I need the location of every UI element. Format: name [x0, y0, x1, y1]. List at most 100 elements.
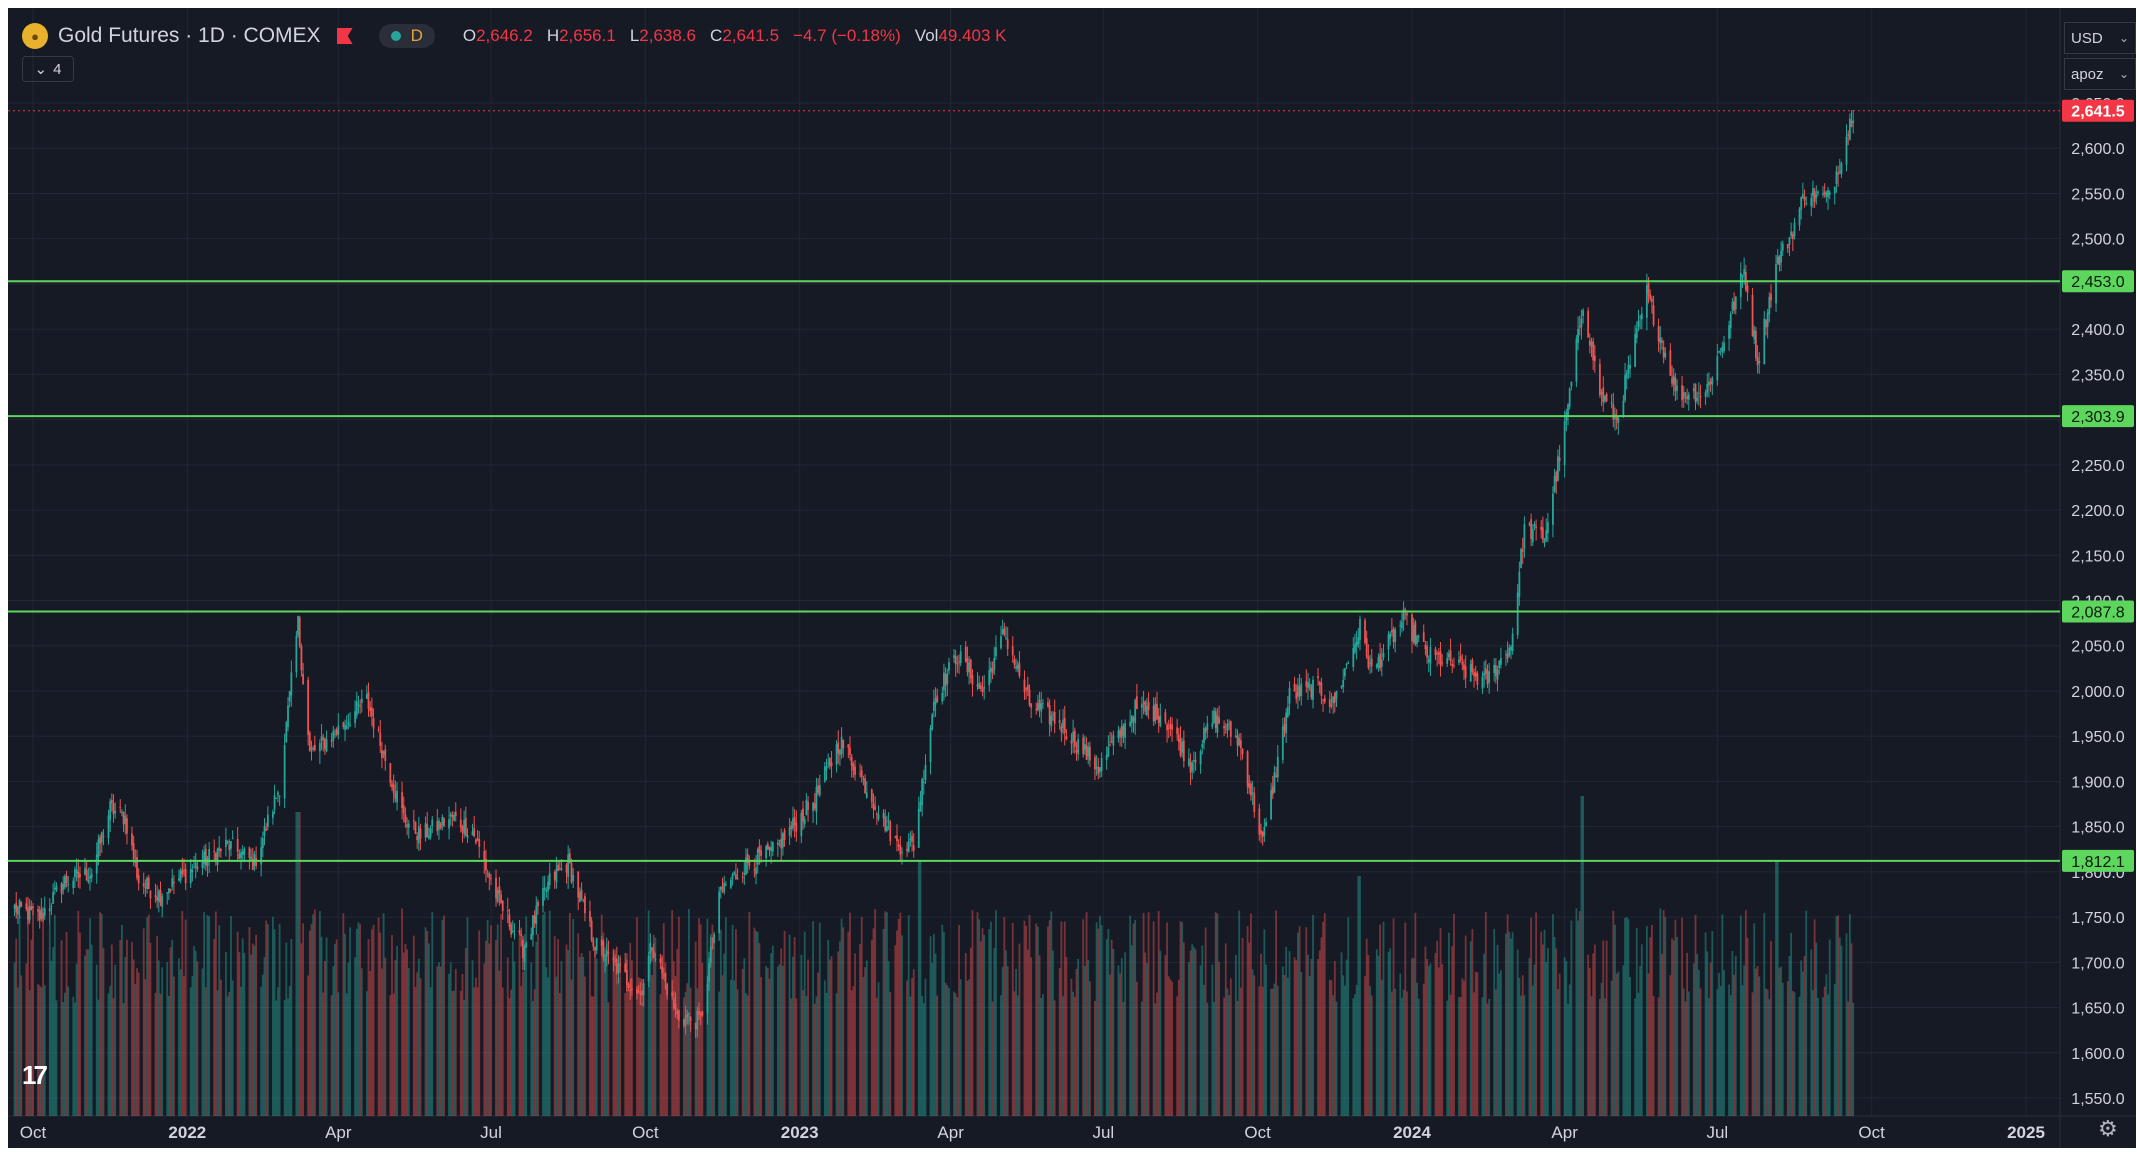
candle-body	[637, 990, 640, 993]
volume-bar	[1781, 982, 1784, 1116]
volume-bar	[911, 978, 913, 1116]
symbol-title[interactable]: Gold Futures · 1D · COMEX	[58, 24, 321, 47]
candle-body	[1328, 699, 1331, 707]
candle-body	[1422, 632, 1425, 642]
volume-bar	[1494, 989, 1497, 1116]
candle-body	[748, 859, 751, 866]
volume-bar	[510, 989, 513, 1116]
candle-body	[382, 751, 385, 755]
volume-bar	[100, 913, 103, 1116]
candle-body	[1332, 696, 1335, 704]
volume-bar	[924, 978, 927, 1116]
candle-body	[1112, 735, 1115, 746]
volume-bar	[1167, 976, 1170, 1116]
volume-bar	[683, 997, 685, 1116]
candle-body	[932, 701, 935, 712]
gear-icon[interactable]: ⚙	[2098, 1116, 2118, 1141]
candle-body	[1533, 523, 1536, 527]
volume-bar	[1193, 947, 1195, 1116]
volume-bar	[228, 991, 231, 1116]
volume-bar	[674, 975, 677, 1116]
candle-body	[802, 808, 804, 822]
candle-body	[745, 857, 747, 875]
candle-body	[429, 828, 432, 837]
candle-body	[981, 688, 984, 692]
volume-bar	[42, 914, 44, 1116]
candle-body	[995, 647, 997, 657]
volume-bar	[612, 948, 615, 1116]
market-status-pill[interactable]: D	[378, 24, 435, 48]
volume-bar	[1540, 931, 1543, 1116]
x-tick-label: Apr	[937, 1123, 964, 1142]
chart-canvas[interactable]: 1,550.01,600.01,650.01,700.01,750.01,800…	[8, 8, 2136, 1148]
candle-body	[1181, 741, 1184, 753]
scale-mode-button[interactable]: apoz ⌄	[2064, 58, 2136, 90]
volume-bar	[1218, 961, 1220, 1116]
candle-body	[1194, 760, 1197, 763]
volume-bar	[1555, 948, 1558, 1116]
volume-bar	[428, 943, 430, 1116]
volume-bar	[1038, 955, 1041, 1116]
flag-icon[interactable]	[336, 28, 353, 44]
volume-bar	[1676, 936, 1678, 1116]
volume-bar	[236, 931, 239, 1116]
volume-bar	[1335, 1001, 1338, 1116]
candle-body	[1427, 659, 1430, 662]
candle-body	[500, 894, 502, 904]
candle-body	[1494, 665, 1497, 677]
volume-bar	[584, 976, 586, 1116]
candle-body	[426, 824, 429, 838]
volume-bar	[906, 980, 908, 1116]
candle-body	[1085, 745, 1088, 760]
candle-body	[649, 943, 652, 954]
volume-bar	[1838, 937, 1841, 1116]
volume-bar	[349, 927, 351, 1116]
volume-bar	[545, 967, 548, 1116]
volume-bar	[1308, 975, 1311, 1116]
volume-bar	[1723, 969, 1725, 1116]
volume-bar	[718, 991, 721, 1116]
candle-body	[275, 797, 278, 799]
candle-body	[709, 947, 712, 964]
candle-body	[1152, 705, 1155, 722]
candle-body	[1520, 549, 1522, 568]
chart-frame[interactable]: 1,550.0 1,600.0 1,650.0 1,700.0 1,750.0 1,800…	[8, 8, 2136, 1148]
volume-bar	[1224, 943, 1227, 1116]
volume-bar	[1176, 996, 1179, 1116]
currency-button[interactable]: USD ⌄	[2064, 22, 2136, 54]
volume-bar	[95, 964, 98, 1116]
candle-body	[288, 691, 291, 702]
volume-bar	[1770, 941, 1772, 1116]
volume-bar	[67, 986, 70, 1116]
volume-bar	[1476, 972, 1479, 1116]
volume-bar	[1662, 910, 1665, 1116]
volume-bar	[84, 955, 86, 1116]
volume-bar	[1647, 973, 1650, 1116]
candle-body	[1394, 629, 1397, 642]
candle-body	[1709, 381, 1712, 385]
volume-bar	[330, 995, 333, 1116]
candle-body	[1649, 294, 1652, 299]
candle-body	[1204, 728, 1207, 733]
candle-body	[424, 823, 427, 838]
candle-body	[18, 899, 21, 909]
candle-body	[1508, 647, 1511, 656]
volume-bar	[971, 910, 974, 1116]
candle-body	[884, 816, 887, 831]
candle-body	[976, 684, 979, 687]
candle-body	[917, 808, 920, 848]
tradingview-logo-icon[interactable]: 17	[22, 1060, 48, 1091]
volume-bar	[74, 1002, 76, 1116]
indicators-toggle-button[interactable]: ⌄ 4	[22, 56, 74, 82]
candle-body	[354, 711, 357, 724]
candle-body	[1815, 194, 1818, 199]
volume-bar	[1159, 950, 1162, 1116]
volume-bar	[1817, 997, 1819, 1116]
candle-body	[1164, 712, 1167, 722]
candle-body	[183, 870, 185, 872]
candle-body	[402, 805, 405, 814]
volume-bar	[1147, 912, 1150, 1116]
volume-bar	[1025, 925, 1028, 1116]
candle-body	[119, 807, 122, 809]
candle-body	[907, 840, 910, 853]
